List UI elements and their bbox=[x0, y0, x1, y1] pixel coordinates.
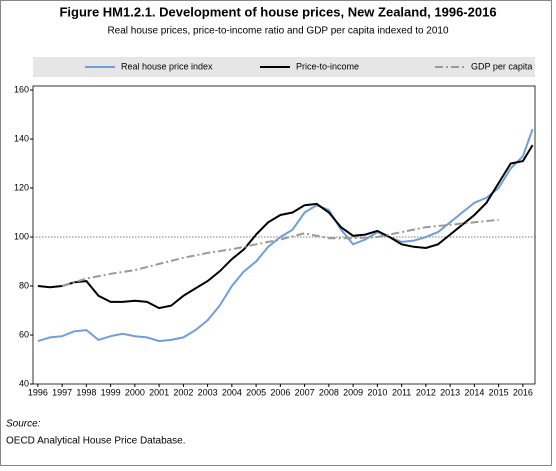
x-tick-label: 2010 bbox=[367, 387, 387, 397]
x-tick-label: 2011 bbox=[392, 387, 411, 397]
x-tick-label: 1999 bbox=[101, 387, 121, 397]
y-tick-label: 40 bbox=[19, 378, 29, 388]
y-tick-label: 140 bbox=[14, 133, 29, 143]
x-tick-label: 1998 bbox=[76, 387, 96, 397]
x-tick-label: 2006 bbox=[270, 387, 290, 397]
y-tick-label: 120 bbox=[14, 182, 29, 192]
x-tick-label: 2003 bbox=[198, 387, 218, 397]
x-tick-label: 2005 bbox=[246, 387, 266, 397]
legend-label: Price-to-income bbox=[296, 61, 359, 71]
x-tick-label: 2007 bbox=[295, 387, 315, 397]
x-tick-label: 2004 bbox=[222, 387, 242, 397]
source-label: Source: bbox=[6, 419, 41, 430]
x-tick-label: 2013 bbox=[440, 387, 460, 397]
series-line bbox=[61, 218, 499, 287]
x-tick-label: 2015 bbox=[489, 387, 509, 397]
y-tick-label: 80 bbox=[19, 280, 29, 290]
series-line bbox=[37, 128, 534, 343]
x-tick-label: 1997 bbox=[52, 387, 72, 397]
legend-label: GDP per capita bbox=[471, 61, 532, 71]
legend-label: Real house price index bbox=[121, 61, 213, 71]
x-tick-label: 1996 bbox=[28, 387, 48, 397]
y-tick-label: 60 bbox=[19, 329, 29, 339]
y-tick-label: 160 bbox=[14, 84, 29, 94]
source: OECD Analytical House Price Database. bbox=[6, 436, 186, 447]
x-tick-label: 2009 bbox=[343, 387, 363, 397]
x-tick-label: 2016 bbox=[513, 387, 533, 397]
series-line bbox=[37, 144, 534, 310]
y-tick-label: 100 bbox=[14, 231, 29, 241]
x-tick-label: 2001 bbox=[149, 387, 169, 397]
chart-subtitle: Real house prices, price-to-income ratio… bbox=[107, 26, 449, 37]
x-tick-label: 2000 bbox=[125, 387, 145, 397]
x-tick-label: 2012 bbox=[416, 387, 436, 397]
x-tick-label: 2014 bbox=[464, 387, 484, 397]
chart-title: Figure HM1.2.1. Development of house pri… bbox=[59, 4, 496, 19]
x-tick-label: 2002 bbox=[173, 387, 193, 397]
plot-area bbox=[32, 85, 536, 385]
x-tick-label: 2008 bbox=[319, 387, 339, 397]
